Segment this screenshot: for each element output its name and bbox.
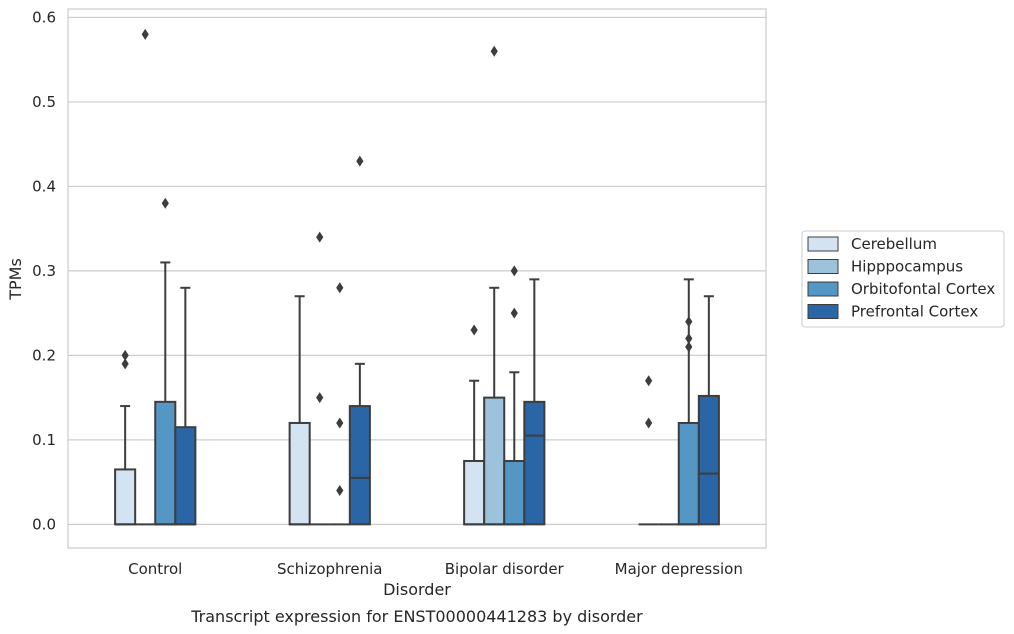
legend: Cerebellum Hipppocampus Orbitofontal Corte…: [801, 230, 1005, 328]
legend-swatch: [807, 259, 839, 274]
outlier-point: [685, 341, 693, 353]
box-1-0: [288, 295, 311, 526]
x-tick-label: Control: [128, 560, 182, 578]
outlier-point: [336, 417, 344, 429]
box-0-2: [154, 197, 177, 526]
box-body: [463, 459, 486, 526]
box-body: [523, 400, 546, 526]
outlier-point: [685, 332, 693, 344]
x-tick-label: Bipolar disorder: [445, 560, 565, 578]
y-axis-title: TPMs: [6, 258, 25, 301]
outlier-point: [470, 324, 478, 336]
x-axis-title: Disorder: [383, 580, 451, 599]
legend-label: Cerebellum: [851, 235, 937, 253]
y-tick-label: 0.5: [32, 93, 56, 111]
y-tick-label: 0.6: [32, 8, 56, 26]
box-0-0: [114, 349, 137, 526]
box-1-1: [309, 231, 330, 526]
outlier-point: [121, 349, 129, 361]
x-axis-ticks: Control Schizophrenia Bipolar disorder Majo…: [128, 560, 743, 578]
outlier-point: [336, 282, 344, 294]
outlier-point: [510, 265, 518, 277]
box-body: [174, 426, 197, 526]
box-body: [154, 400, 177, 526]
outlier-point: [685, 316, 693, 328]
legend-swatch: [807, 281, 839, 297]
x-tick-label: Major depression: [615, 560, 743, 578]
box-2-2: [503, 265, 526, 526]
legend-label: Prefrontal Cortex: [851, 303, 978, 321]
box-body: [483, 396, 506, 526]
y-tick-label: 0.0: [32, 515, 56, 533]
outlier-point: [336, 485, 344, 497]
boxes: [114, 28, 720, 526]
box-body: [503, 459, 526, 526]
y-tick-label: 0.2: [32, 346, 56, 364]
outlier-point: [141, 28, 149, 40]
outlier-point: [121, 358, 129, 370]
box-2-1: [483, 45, 506, 526]
box-body: [697, 394, 720, 526]
box-0-3: [174, 286, 197, 526]
box-1-3: [348, 155, 371, 526]
y-axis-ticks: 0.0 0.1 0.2 0.3 0.4 0.5 0.6: [32, 8, 56, 533]
y-tick-label: 0.4: [32, 177, 56, 195]
box-2-3: [523, 278, 546, 526]
legend-swatch: [807, 236, 839, 252]
legend-label: Hipppocampus: [851, 258, 963, 276]
box-0-1: [135, 28, 156, 526]
outlier-point: [510, 307, 518, 319]
box-1-2: [329, 282, 350, 526]
x-tick-label: Schizophrenia: [277, 560, 382, 578]
box-body: [114, 468, 137, 526]
y-tick-label: 0.3: [32, 262, 56, 280]
outlier-point: [490, 45, 498, 57]
box-body: [677, 421, 700, 526]
outlier-point: [161, 197, 169, 209]
chart-caption: Transcript expression for ENST0000044128…: [190, 607, 643, 626]
outlier-point: [645, 375, 653, 387]
legend-swatch: [807, 304, 839, 319]
outlier-point: [316, 231, 324, 243]
legend-label: Orbitofontal Cortex: [851, 280, 995, 298]
outlier-point: [645, 417, 653, 429]
plot-frame: [67, 8, 767, 549]
box-3-2: [677, 278, 700, 526]
y-tick-label: 0.1: [32, 431, 56, 449]
box-3-3: [697, 295, 720, 526]
box-3-0: [638, 375, 659, 526]
outlier-point: [316, 392, 324, 404]
box-body: [348, 405, 371, 526]
box-body: [288, 421, 311, 526]
legend-frame: [801, 230, 1005, 328]
outlier-point: [356, 155, 364, 167]
